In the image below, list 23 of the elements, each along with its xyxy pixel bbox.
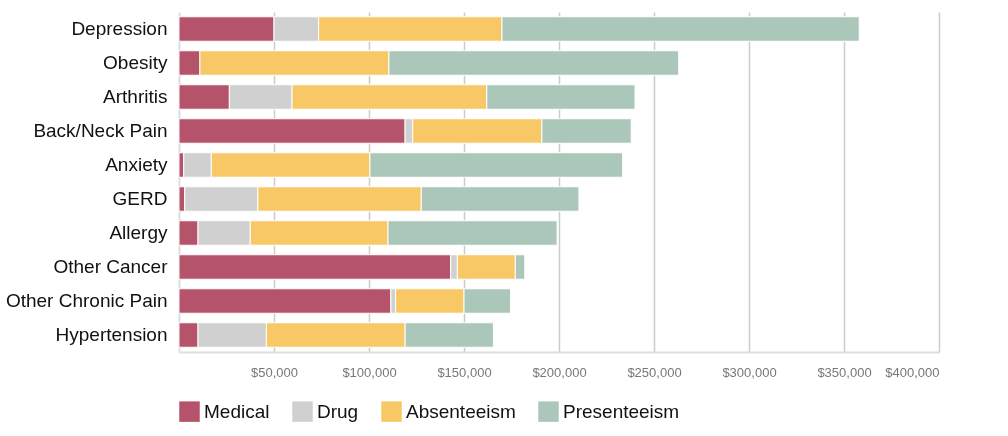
legend-label: Drug <box>317 400 359 422</box>
y-tick-label: Depression <box>71 18 168 39</box>
y-tick-label: Hypertension <box>55 324 168 345</box>
legend-label: Presenteeism <box>563 400 680 422</box>
x-tick-label: $350,000 <box>817 364 872 380</box>
x-tick-label: $300,000 <box>722 364 777 380</box>
y-tick-label: Arthritis <box>103 86 168 107</box>
x-tick-label: $250,000 <box>627 364 682 380</box>
x-tick-label: $50,000 <box>251 364 298 380</box>
legend-label: Absenteeism <box>406 400 516 422</box>
y-tick-label: GERD <box>112 188 168 209</box>
y-tick-label: Allergy <box>109 222 168 243</box>
x-tick-label: $100,000 <box>342 364 397 380</box>
legend-label: Medical <box>204 400 270 422</box>
y-tick-label: Back/Neck Pain <box>33 120 168 141</box>
y-tick-label: Other Cancer <box>53 256 169 277</box>
y-tick-label: Anxiety <box>105 154 168 175</box>
x-tick-label: $200,000 <box>532 364 587 380</box>
x-tick-label: $150,000 <box>437 364 492 380</box>
y-tick-label: Other Chronic Pain <box>5 290 168 311</box>
y-tick-label: Obesity <box>103 52 168 73</box>
x-tick-label: $400,000 <box>885 364 940 380</box>
bar <box>178 288 392 314</box>
